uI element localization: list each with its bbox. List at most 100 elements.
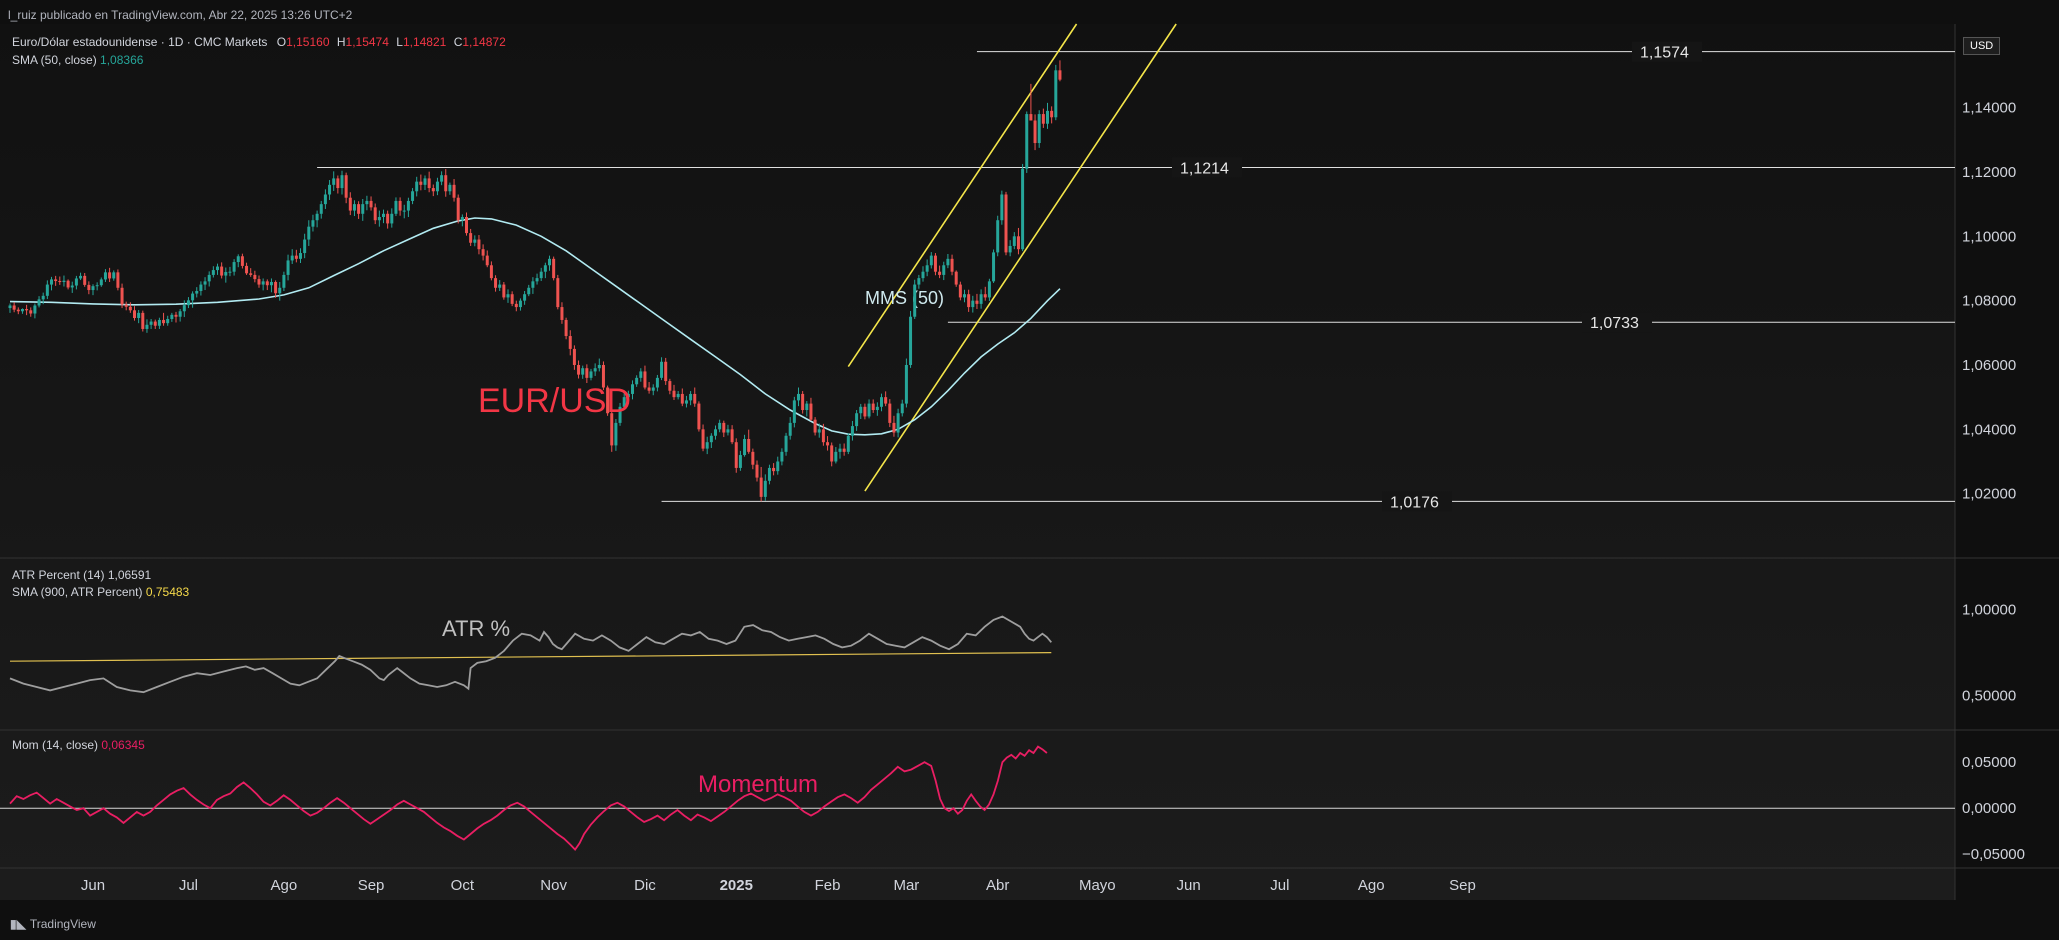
candle-body: [257, 279, 261, 285]
candle-body: [875, 406, 879, 411]
candle-body: [66, 280, 70, 288]
candle-body: [481, 249, 485, 256]
candle-body: [950, 258, 954, 272]
candle-body: [352, 204, 356, 211]
candle-body: [925, 265, 929, 272]
candle-body: [45, 284, 49, 296]
candle-body: [672, 390, 676, 398]
candle-body: [1016, 236, 1020, 250]
candle-body: [37, 299, 41, 306]
close-label: C: [453, 35, 463, 49]
momentum-annotation: Momentum: [698, 771, 818, 798]
candle-body: [913, 284, 917, 317]
level-label-bg: [1632, 41, 1702, 62]
candle-body: [328, 184, 332, 195]
candle-body: [228, 271, 232, 273]
candle-body: [361, 204, 365, 214]
candle-body: [734, 442, 738, 468]
horizontal-levels[interactable]: 1,1574 1,1214 1,0733 1,0176: [317, 41, 1955, 512]
candle-body: [510, 294, 514, 304]
candle-body: [128, 306, 132, 311]
candle-body: [477, 239, 481, 250]
level-label: 1,1214: [1180, 160, 1229, 177]
candle-body: [435, 181, 439, 192]
candle-body: [523, 294, 527, 301]
atr-sma-legend[interactable]: SMA (900, ATR Percent) 0,75483: [12, 585, 189, 599]
candle-body: [701, 429, 705, 449]
time-tick-label: 2025: [720, 877, 753, 894]
candle-body: [643, 371, 647, 388]
candle-body: [938, 271, 942, 275]
momentum-legend[interactable]: Mom (14, close) 0,06345: [12, 738, 145, 752]
candle-body: [54, 279, 58, 282]
time-tick-label: Mar: [893, 877, 919, 894]
candle-body: [20, 309, 24, 312]
trend-channel[interactable]: [847, 23, 1177, 492]
candle-body: [1037, 114, 1041, 144]
candle-body: [448, 184, 452, 192]
candle-body: [751, 451, 755, 465]
atr-tick-label: 1,00000: [1962, 602, 2016, 619]
candle-body: [884, 397, 888, 404]
candle-body: [568, 336, 572, 349]
candle-body: [41, 295, 45, 300]
candle-body: [199, 284, 203, 291]
momentum-tick-label: 0,00000: [1962, 800, 2016, 817]
sma-line: [9, 217, 1061, 436]
candle-body: [958, 284, 962, 298]
candle-body: [813, 419, 817, 433]
candle-body: [855, 413, 859, 427]
sma-legend-value: 1,08366: [100, 53, 144, 67]
candle-body: [801, 393, 805, 411]
candle-body: [539, 271, 543, 279]
sma-50-line: MMS (50): [9, 217, 1061, 436]
currency-label[interactable]: USD: [1963, 37, 2001, 55]
candle-body: [556, 278, 560, 308]
mom-legend-label: Mom (14, close): [12, 738, 99, 752]
candle-body: [145, 324, 149, 329]
candle-body: [307, 226, 311, 240]
time-tick-label: Jun: [81, 877, 105, 894]
candle-body: [141, 312, 145, 329]
candle-body: [166, 318, 170, 324]
candle-body: [62, 280, 66, 282]
candle-body: [112, 272, 116, 279]
price-tick-label: 1,02000: [1962, 486, 2016, 503]
level-label: 1,0733: [1590, 315, 1639, 332]
candle-body: [518, 300, 522, 308]
time-tick-label: Ago: [271, 877, 298, 894]
tradingview-logo[interactable]: ▮◣ TradingView: [10, 917, 96, 931]
time-axis[interactable]: Jun Jul Ago Sep Oct Nov Dic 2025 Feb Mar Abr Mayo Ju…: [81, 877, 1476, 894]
candle-body: [423, 178, 427, 185]
candle-body: [274, 281, 278, 294]
candle-body: [373, 207, 377, 221]
candle-body: [900, 403, 904, 414]
candle-body: [689, 393, 693, 401]
atr-legend[interactable]: ATR Percent (14) 1,06591: [12, 568, 151, 582]
symbol-legend[interactable]: Euro/Dólar estadounidense · 1D · CMC Mar…: [12, 35, 506, 49]
candle-body: [577, 364, 581, 375]
candle-body: [992, 252, 996, 282]
candle-body: [954, 271, 958, 285]
atr-sma-legend-label: SMA (900, ATR Percent): [12, 585, 143, 599]
price-axis[interactable]: 1,14000 1,12000 1,10000 1,08000 1,06000 1,040…: [1962, 100, 2025, 864]
candle-body: [91, 286, 95, 291]
candle-body: [606, 387, 610, 414]
candle-body: [1004, 194, 1008, 253]
candle-body: [933, 255, 937, 272]
price-tick-label: 1,08000: [1962, 293, 2016, 310]
candle-body: [564, 319, 568, 337]
candle-body: [489, 265, 493, 279]
candle-body: [759, 477, 763, 497]
time-tick-label: Sep: [358, 877, 385, 894]
atr-legend-value: 1,06591: [107, 568, 152, 582]
atr-legend-label: ATR Percent (14): [12, 568, 105, 582]
candle-body: [29, 310, 33, 314]
channel-line: [847, 23, 1078, 368]
candle-body: [680, 393, 684, 404]
sma-legend[interactable]: SMA (50, close) 1,08366: [12, 53, 143, 67]
candle-body: [336, 178, 340, 189]
time-tick-label: Nov: [540, 877, 567, 894]
atr-pane: ATR %: [9, 615, 1052, 694]
eurusd-annotation: EUR/USD: [478, 382, 631, 420]
